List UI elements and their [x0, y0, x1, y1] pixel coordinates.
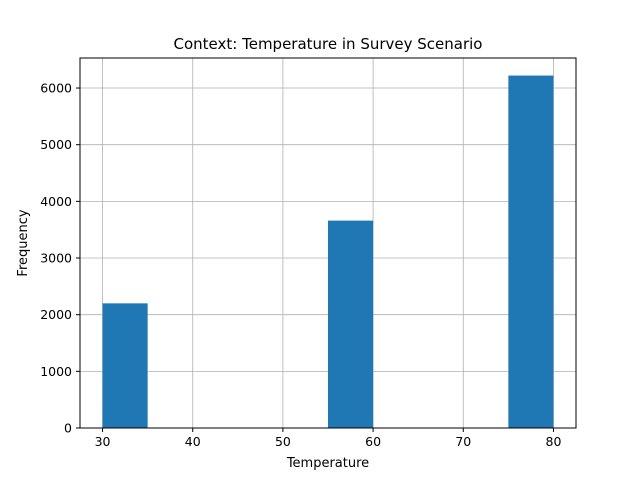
x-tick-label: 50 — [275, 434, 291, 449]
y-tick-label: 1000 — [40, 364, 72, 379]
x-axis-ticks: 30 40 50 60 70 80 — [95, 428, 562, 449]
histogram-bar — [508, 75, 554, 428]
y-tick-label: 3000 — [40, 251, 72, 266]
y-tick-label: 6000 — [40, 81, 72, 96]
x-tick-label: 70 — [455, 434, 471, 449]
plot-frame — [79, 57, 577, 429]
x-tick-label: 80 — [546, 434, 562, 449]
y-axis-ticks: 0 1000 2000 3000 4000 5000 6000 — [40, 81, 80, 436]
y-tick-label: 2000 — [40, 307, 72, 322]
chart-title: Context: Temperature in Survey Scenario — [174, 35, 483, 53]
x-tick-label: 30 — [95, 434, 111, 449]
y-axis-label: Frequency — [16, 209, 31, 276]
x-tick-label: 60 — [365, 434, 381, 449]
histogram-bar — [102, 303, 148, 428]
y-tick-label: 4000 — [40, 194, 72, 209]
x-tick-label: 40 — [185, 434, 201, 449]
bars — [102, 75, 554, 428]
histogram-bar — [328, 220, 374, 428]
y-tick-label: 5000 — [40, 137, 72, 152]
x-axis-label: Temperature — [286, 456, 369, 471]
y-tick-label: 0 — [64, 421, 72, 436]
